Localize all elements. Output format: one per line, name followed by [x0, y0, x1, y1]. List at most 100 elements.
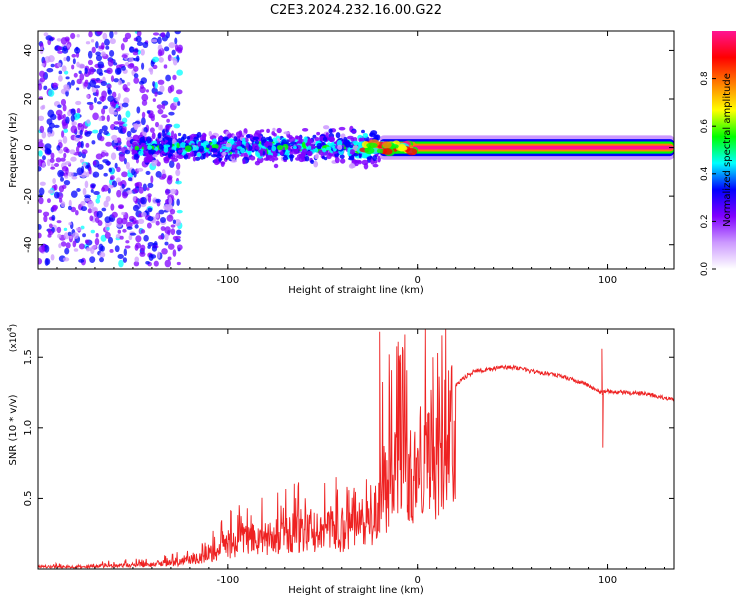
spectrogram-cell — [77, 140, 82, 148]
spectrogram-cell — [172, 249, 177, 257]
spectrogram-cell — [151, 132, 156, 140]
spectrogram-cell — [348, 163, 355, 169]
snr-y-ticks: 0.5 1.0 1.5 — [23, 349, 674, 506]
spectrogram-cell — [59, 114, 64, 120]
spectrogram-cell — [117, 121, 125, 125]
spectrogram-cell — [92, 160, 97, 166]
spectrogram-cell — [233, 136, 238, 142]
spectrogram-cell — [160, 32, 166, 38]
y-tick-label: 1.0 — [23, 420, 34, 436]
spectrogram-cell — [118, 125, 124, 134]
spectrogram-cell — [98, 116, 103, 122]
spectrogram-cell — [52, 82, 58, 88]
colorbar-tick-label: 0.6 — [700, 119, 710, 134]
spectrogram-cell — [189, 150, 195, 157]
spectrogram-cell — [84, 67, 88, 74]
spectrogram-cell — [136, 167, 144, 172]
spectrogram-cell — [222, 136, 229, 141]
spectrogram-cell — [57, 233, 62, 239]
spectrogram-cell — [48, 223, 53, 229]
spectrogram-cell — [83, 197, 91, 202]
spectrogram-cell — [125, 161, 130, 170]
spectrogram-cell — [167, 137, 173, 142]
spectrogram-cell — [149, 149, 157, 154]
spectrogram-cell — [68, 222, 72, 226]
spectrogram-cell — [63, 128, 69, 133]
spectrogram-cell — [111, 211, 118, 218]
spectrogram-cell — [93, 97, 97, 103]
spectrogram-cell — [145, 89, 149, 93]
spectrogram-cell — [65, 116, 70, 124]
snr-x-label: Height of straight line (km) — [288, 585, 424, 596]
spectrogram-cell — [75, 100, 82, 106]
spectrogram-cell — [92, 112, 99, 121]
spectrogram-cell — [157, 79, 165, 85]
spectrogram-cell — [260, 136, 267, 144]
spectrogram-cell — [219, 141, 225, 145]
spectrogram-cell — [148, 113, 155, 119]
spectrogram-cell — [42, 211, 50, 217]
spectrogram-cell — [51, 205, 57, 212]
spectrogram-cell — [89, 256, 96, 264]
spectrogram-cell — [115, 107, 121, 112]
spectrogram-cell — [82, 187, 87, 196]
spectrogram-cell — [194, 156, 201, 161]
spectrogram-cell — [165, 188, 170, 196]
spectrogram-cell — [353, 152, 359, 157]
spectrogram-cell — [103, 172, 108, 177]
colorbar-ticks: 0.0 0.2 0.4 0.6 0.8 — [700, 71, 716, 276]
spectrogram-cell — [124, 149, 131, 155]
spectrogram-cell — [140, 77, 147, 84]
spectrogram-cell — [96, 101, 102, 105]
spectrogram-cell — [121, 171, 128, 178]
spectrogram-cell — [132, 51, 139, 56]
spectrogram-cell — [159, 216, 167, 224]
spectrogram-cell — [82, 233, 86, 238]
spectrogram-cell — [90, 39, 95, 43]
spectrogram-cell — [322, 125, 330, 130]
spectrogram-cell — [118, 205, 124, 209]
spectrogram-cell — [169, 149, 176, 154]
spectrogram-cell — [103, 130, 109, 136]
spectrogram-cell — [235, 131, 242, 138]
spectrogram-cell — [157, 251, 161, 259]
spectrogram-cell — [40, 105, 45, 110]
spectrogram-cell — [43, 32, 49, 37]
spectrogram-cell — [121, 211, 126, 216]
spectrogram-cell — [57, 104, 62, 109]
spectrogram-cell — [97, 220, 103, 227]
spectrogram-cell — [80, 206, 88, 212]
spectrogram-cell — [254, 160, 260, 166]
spectrogram-cell — [132, 220, 137, 224]
spectrogram-cell — [169, 208, 176, 215]
spectrogram-cell — [344, 140, 351, 147]
spectrogram-cell — [70, 114, 75, 122]
spectrogram-cell — [123, 97, 130, 105]
spectrogram-cell — [395, 145, 408, 152]
spectrogram-y-label: Frequency (Hz) — [8, 112, 19, 188]
spectrogram-cell — [307, 145, 312, 150]
spectrogram-cell — [152, 153, 158, 158]
spectrogram-cell — [96, 194, 101, 199]
spectrogram-cell — [50, 113, 57, 121]
spectrogram-cell — [50, 166, 56, 170]
spectrogram-cell — [301, 148, 308, 155]
spectrogram-cell — [76, 112, 81, 120]
y-tick-label: -40 — [23, 237, 34, 253]
spectrogram-cell — [172, 219, 176, 224]
spectrogram-x-label: Height of straight line (km) — [288, 285, 424, 296]
spectrogram-cell — [176, 244, 183, 251]
spectrogram-cell — [176, 142, 180, 149]
spectrogram-cell — [347, 148, 351, 154]
spectrogram-cell — [183, 154, 189, 160]
spectrogram-cell — [70, 125, 78, 134]
spectrogram-cell — [87, 59, 93, 66]
chart-title: C2E3.2024.232.16.00.G22 — [270, 3, 442, 18]
spectrogram-cell — [139, 251, 146, 257]
spectrogram-cell — [406, 148, 418, 156]
spectrogram-cell — [63, 146, 69, 153]
spectrogram-cell — [146, 187, 150, 191]
spectrogram-cell — [105, 195, 111, 202]
spectrogram-cell — [47, 55, 55, 63]
